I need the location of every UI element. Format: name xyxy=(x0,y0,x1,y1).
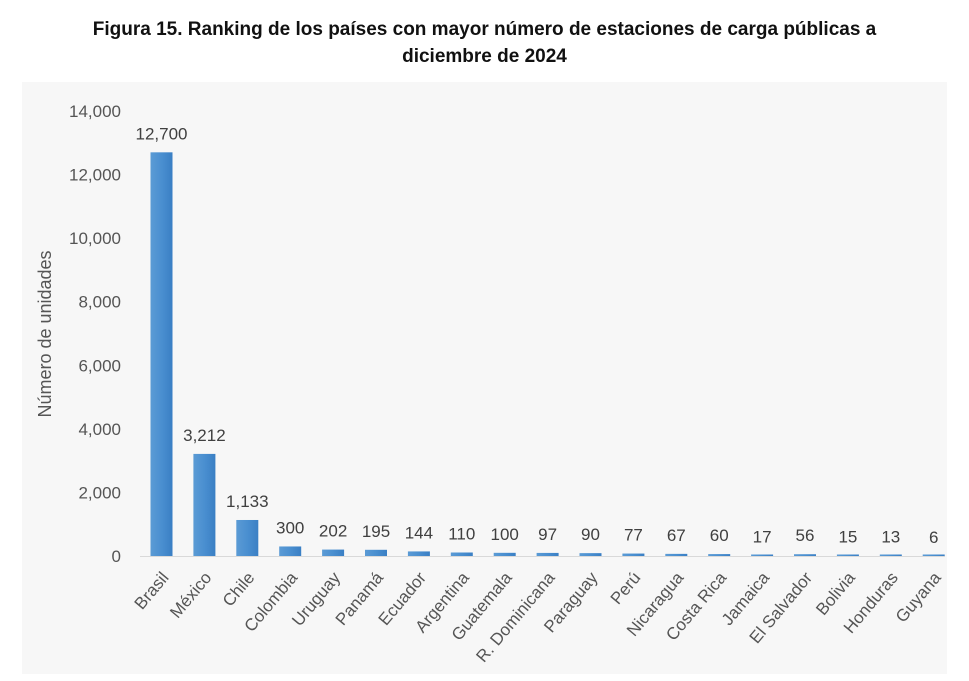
data-label: 77 xyxy=(624,526,643,545)
data-label: 67 xyxy=(667,526,686,545)
bar-brasil xyxy=(150,152,173,557)
bar-ecuador xyxy=(407,551,430,556)
bar-nicaragua xyxy=(665,553,688,556)
plot-background xyxy=(22,82,947,674)
data-label: 202 xyxy=(319,522,347,541)
y-tick-label: 12,000 xyxy=(69,166,121,185)
data-label: 3,212 xyxy=(183,426,226,445)
y-tick-label: 0 xyxy=(112,547,121,566)
x-tick-label: Guyana xyxy=(892,568,945,626)
bar-uruguay xyxy=(322,549,345,556)
x-tick-label: México xyxy=(166,568,215,621)
bar-honduras xyxy=(879,554,902,556)
bar-r-dominicana xyxy=(536,552,559,556)
bar-costa-rica xyxy=(708,554,731,556)
data-label: 110 xyxy=(448,525,475,544)
x-tick-label: Chile xyxy=(219,568,258,610)
y-tick-label: 10,000 xyxy=(69,229,121,248)
x-tick-label: Brasil xyxy=(131,568,173,613)
y-tick-label: 14,000 xyxy=(69,102,121,121)
data-label: 12,700 xyxy=(136,124,188,143)
data-label: 100 xyxy=(491,525,519,544)
data-label: 60 xyxy=(710,526,729,545)
data-label: 1,133 xyxy=(226,492,269,511)
chart-title: Figura 15. Ranking de los países con may… xyxy=(0,16,969,70)
y-tick-label: 2,000 xyxy=(78,483,121,502)
bar-chile xyxy=(236,519,259,556)
data-label: 97 xyxy=(538,525,557,544)
x-tick-label: Perú xyxy=(607,568,645,608)
bar-panam- xyxy=(365,549,387,556)
chart-title-line-1: Figura 15. Ranking de los países con may… xyxy=(92,19,877,40)
bar-m-xico xyxy=(193,453,216,556)
data-label: 300 xyxy=(276,518,304,537)
chart-title-line-2: diciembre de 2024 xyxy=(402,46,567,67)
bars xyxy=(150,152,945,557)
bar-jamaica xyxy=(751,554,774,556)
data-label: 56 xyxy=(796,526,815,545)
y-axis: 0 2,000 4,000 6,000 8,000 10,000 12,000 14,000 xyxy=(69,102,121,566)
bar-colombia xyxy=(279,546,302,556)
bar-el-salvador xyxy=(794,554,816,556)
bar-guyana xyxy=(922,554,945,556)
y-tick-label: 4,000 xyxy=(78,420,121,439)
data-label: 15 xyxy=(838,528,857,547)
y-axis-title: Número de unidades xyxy=(35,250,55,417)
data-labels: 12,700 3,212 1,133 300 202 195 144 110 100 97 90 77… xyxy=(136,124,939,546)
y-tick-label: 8,000 xyxy=(78,293,121,312)
bar-bolivia xyxy=(836,554,859,556)
data-label: 144 xyxy=(405,523,433,542)
data-label: 90 xyxy=(581,525,600,544)
bar-argentina xyxy=(450,552,473,556)
y-tick-label: 6,000 xyxy=(78,356,121,375)
data-label: 17 xyxy=(753,527,772,546)
data-label: 6 xyxy=(929,528,938,547)
data-label: 195 xyxy=(362,522,390,541)
bar-guatemala xyxy=(493,552,516,556)
data-label: 13 xyxy=(881,528,900,547)
bar-paraguay xyxy=(579,553,602,556)
bar-per- xyxy=(622,553,645,556)
